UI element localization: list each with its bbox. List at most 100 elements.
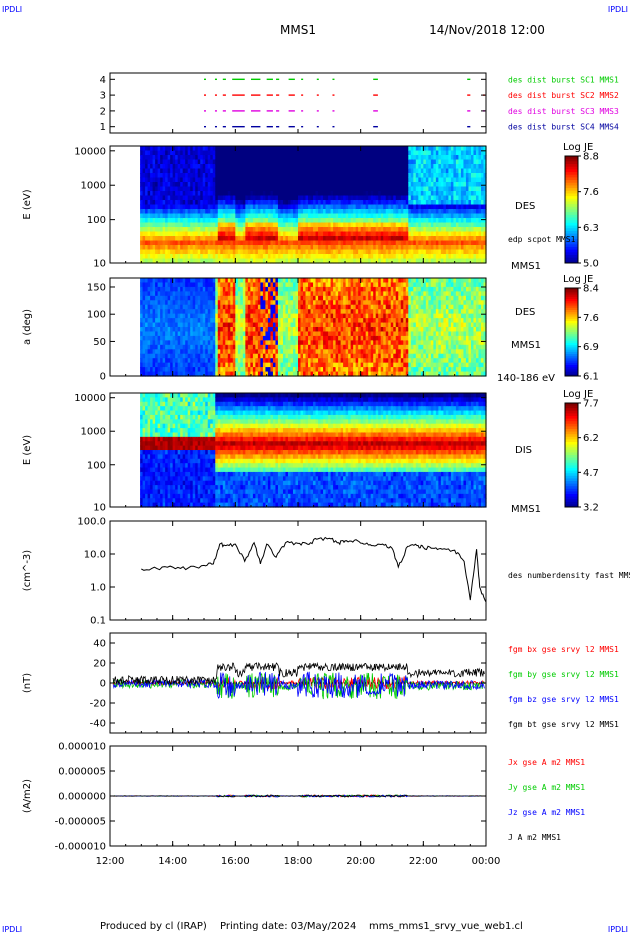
heatmap-cell <box>310 245 314 251</box>
heatmap-cell <box>262 254 267 260</box>
heatmap-cell <box>305 249 309 255</box>
heatmap-cell <box>305 213 309 219</box>
heatmap-cell <box>212 236 216 242</box>
heatmap-cell <box>330 150 334 156</box>
heatmap-cell <box>187 249 191 255</box>
heatmap-cell <box>470 195 475 201</box>
heatmap-cell <box>400 213 404 219</box>
heatmap-cell <box>262 318 267 324</box>
heatmap-cell <box>240 358 244 364</box>
heatmap-cell <box>383 173 387 179</box>
heatmap-cell <box>235 200 239 206</box>
heatmap-cell <box>220 168 224 174</box>
heatmap-cell <box>232 254 236 260</box>
heatmap-cell <box>177 182 181 188</box>
heatmap-cell <box>255 155 259 161</box>
heatmap-cell <box>480 164 485 170</box>
heatmap-cell <box>210 318 214 324</box>
heatmap-cell <box>300 150 304 156</box>
heatmap-cell <box>152 309 156 315</box>
heatmap-cell <box>235 150 239 156</box>
heatmap-cell <box>207 200 211 206</box>
heatmap-cell <box>162 231 166 237</box>
colorbar-cell <box>565 254 578 259</box>
heatmap-cell <box>225 245 229 251</box>
heatmap-cell <box>458 209 462 215</box>
heatmap-cell <box>172 295 176 301</box>
heatmap-cell <box>313 249 317 255</box>
heatmap-cell <box>227 258 231 264</box>
heatmap-cell <box>252 213 256 219</box>
heatmap-cell <box>343 218 347 224</box>
heatmap-cell <box>260 344 264 350</box>
heatmap-cell <box>335 254 339 260</box>
heatmap-cell <box>353 222 357 228</box>
heatmap-cell <box>202 222 206 228</box>
heatmap-cell <box>298 150 302 156</box>
heatmap-cell <box>368 249 372 255</box>
burst-mark <box>373 110 378 112</box>
heatmap-cell <box>237 344 241 350</box>
heatmap-cell <box>348 218 352 224</box>
heatmap-cell <box>390 164 394 170</box>
heatmap-cell <box>353 191 357 197</box>
heatmap-cell <box>333 173 337 179</box>
heatmap-cell <box>190 282 194 288</box>
heatmap-cell <box>350 218 354 224</box>
heatmap-cell <box>280 209 284 215</box>
heatmap-cell <box>175 258 179 264</box>
heatmap-cell <box>410 159 414 165</box>
heatmap-cell <box>212 159 216 165</box>
heatmap-cell <box>348 227 352 233</box>
heatmap-cell <box>187 300 191 306</box>
heatmap-cell <box>245 358 249 364</box>
heatmap-cell <box>225 155 229 161</box>
heatmap-cell <box>303 177 307 183</box>
heatmap-cell <box>398 209 402 215</box>
heatmap-cell <box>285 186 289 192</box>
heatmap-cell <box>405 159 409 165</box>
heatmap-cell <box>155 204 159 210</box>
heatmap-cell <box>363 204 367 210</box>
heatmap-cell <box>370 227 374 233</box>
heatmap-cell <box>323 195 327 201</box>
heatmap-cell <box>150 200 154 206</box>
heatmap-cell <box>180 331 184 337</box>
heatmap-cell <box>418 195 422 201</box>
heatmap-cell <box>287 236 292 242</box>
heatmap-cell <box>250 236 254 242</box>
heatmap-cell <box>160 304 164 310</box>
heatmap-cell <box>408 146 412 152</box>
heatmap-cell <box>440 222 444 228</box>
heatmap-cell <box>463 177 467 183</box>
heatmap-cell <box>177 168 181 174</box>
heatmap-cell <box>205 344 209 350</box>
heatmap-cell <box>157 362 161 368</box>
heatmap-cell <box>473 191 477 197</box>
heatmap-cell <box>182 335 186 341</box>
heatmap-cell <box>227 286 231 292</box>
heatmap-cell <box>270 200 274 206</box>
heatmap-cell <box>358 227 362 233</box>
heatmap-cell <box>350 249 354 255</box>
heatmap-cell <box>455 258 460 264</box>
heatmap-cell <box>465 236 470 242</box>
heatmap-cell <box>443 195 447 201</box>
heatmap-cell <box>360 218 364 224</box>
heatmap-cell <box>170 304 174 310</box>
heatmap-cell <box>340 200 344 206</box>
heatmap-cell <box>182 173 186 179</box>
heatmap-cell <box>167 195 171 201</box>
heatmap-cell <box>232 282 236 288</box>
heatmap-cell <box>338 245 342 251</box>
heatmap-cell <box>295 182 299 188</box>
heatmap-cell <box>292 168 297 174</box>
heatmap-cell <box>383 182 387 188</box>
instrument-label: DES <box>515 201 535 212</box>
heatmap-cell <box>225 367 229 373</box>
heatmap-cell <box>217 318 221 324</box>
heatmap-cell <box>237 258 241 264</box>
heatmap-cell <box>205 213 209 219</box>
burst-mark <box>251 94 261 96</box>
heatmap-cell <box>155 313 159 319</box>
